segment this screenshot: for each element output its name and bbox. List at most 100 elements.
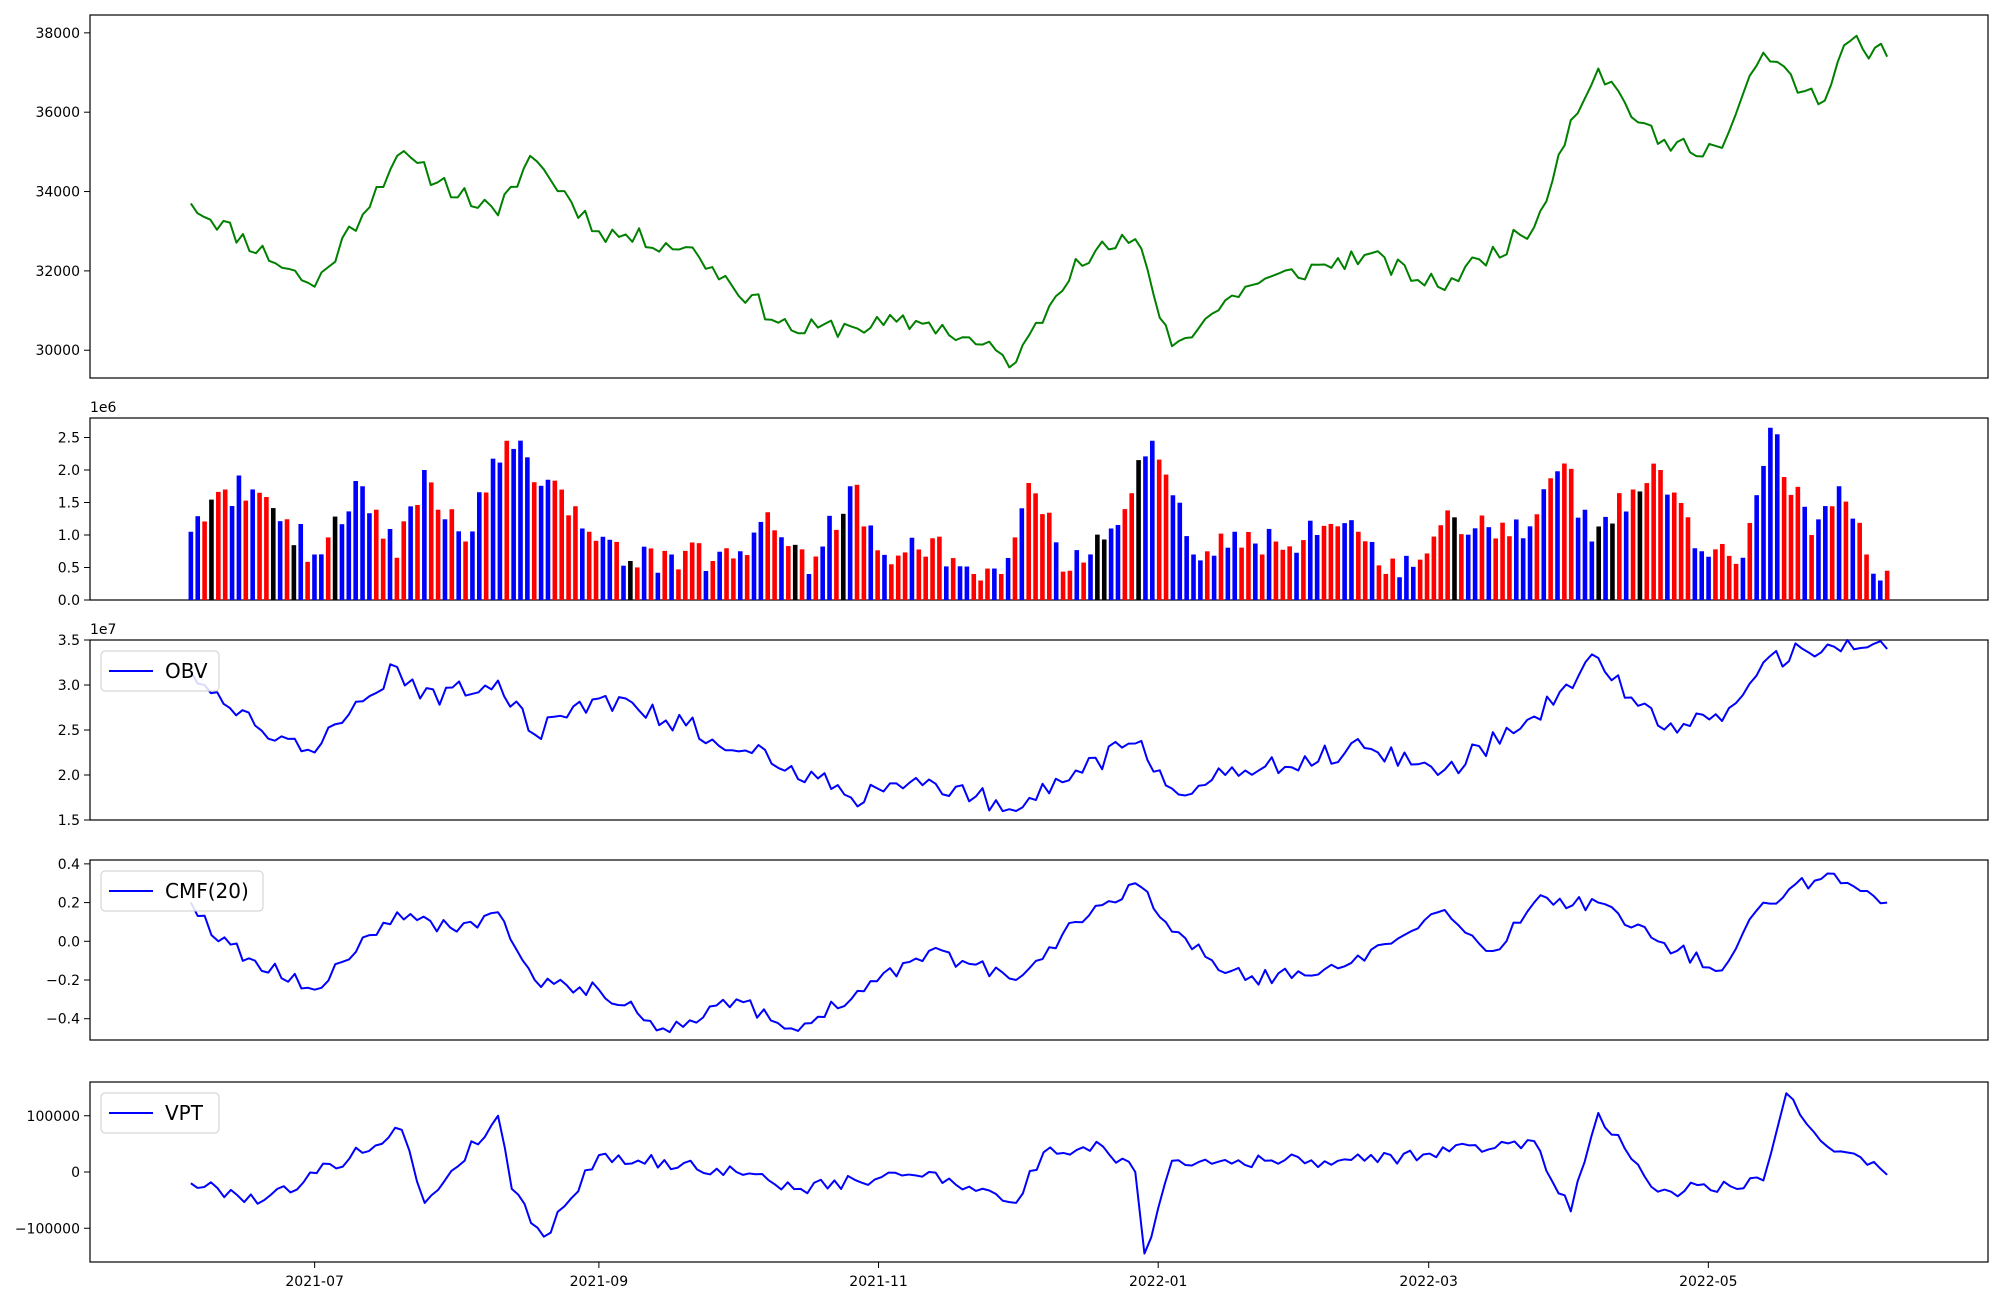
volume-bar — [525, 457, 530, 600]
volume-bar — [312, 554, 317, 600]
volume-bar — [1665, 494, 1670, 600]
volume-bar — [1424, 553, 1430, 600]
volume-bar — [696, 543, 702, 600]
volume-bar — [1459, 534, 1464, 600]
volume-bar — [772, 530, 777, 600]
volume-bar — [518, 440, 523, 600]
volume-bar — [573, 506, 578, 600]
volume-bar — [923, 556, 928, 600]
volume-bar — [380, 538, 386, 600]
volume-bar — [1198, 560, 1203, 600]
volume-bar — [937, 536, 942, 600]
y-tick-label: 100000 — [27, 1109, 80, 1125]
volume-bar — [422, 470, 427, 600]
volume-bar — [1513, 519, 1519, 600]
volume-bar — [456, 531, 461, 600]
volume-bar — [229, 506, 235, 600]
volume-bar — [806, 574, 812, 600]
y-tick-label: 0.0 — [58, 934, 80, 950]
volume-bar — [1713, 549, 1718, 600]
volume-bar — [1761, 465, 1766, 600]
volume-bar — [957, 566, 963, 600]
volume-bar — [889, 564, 894, 600]
volume-bar — [1802, 506, 1808, 600]
volume-bar — [1005, 557, 1011, 600]
legend-box — [100, 650, 220, 692]
volume-bar — [786, 546, 791, 600]
volume-bar — [1019, 508, 1025, 600]
volume-bar — [1294, 552, 1299, 600]
volume-bar — [985, 568, 990, 600]
volume-bar — [216, 491, 221, 600]
volume-bar — [586, 531, 592, 600]
x-tick-label: 2021-07 — [285, 1274, 344, 1290]
volume-bar — [1328, 523, 1334, 600]
volume-bar — [875, 550, 880, 600]
volume-bar — [1143, 456, 1148, 600]
volume-bar — [202, 521, 207, 600]
x-tick-label: 2022-03 — [1399, 1274, 1458, 1290]
volume-bar — [827, 515, 832, 600]
volume-bar — [628, 561, 633, 600]
volume-bar — [1184, 536, 1189, 600]
volume-bar — [1644, 483, 1650, 600]
volume-bar — [1314, 535, 1320, 600]
volume-bar — [1273, 541, 1279, 600]
y-tick-label: 3.5 — [58, 633, 80, 649]
volume-bar — [490, 458, 496, 600]
volume-bar — [971, 574, 977, 600]
volume-bar — [1108, 528, 1114, 600]
volume-bar — [1726, 555, 1732, 600]
axes-frame-3 — [89, 859, 1989, 1041]
volume-bar — [1438, 525, 1444, 600]
volume-bar — [1829, 506, 1835, 600]
volume-bar — [1047, 512, 1052, 600]
volume-bar — [1259, 554, 1265, 600]
volume-bar — [724, 548, 729, 600]
volume-bar — [593, 540, 599, 600]
volume-bar — [895, 555, 901, 600]
volume-bar — [744, 555, 750, 600]
y-tick-label: 3.0 — [58, 678, 80, 694]
legend-label: CMF(20) — [165, 879, 249, 903]
y-tick-label: −0.2 — [46, 973, 80, 989]
volume-bar — [1067, 570, 1073, 600]
y-tick-label: 2.0 — [58, 463, 80, 479]
volume-bar — [854, 484, 860, 600]
volume-bar — [1342, 523, 1347, 600]
volume-bar — [840, 513, 846, 600]
y-tick-label: 0.0 — [58, 593, 80, 609]
legend-label: VPT — [165, 1101, 204, 1125]
volume-bar — [1307, 520, 1313, 600]
volume-bar — [1548, 478, 1553, 600]
volume-bar — [1486, 527, 1492, 600]
volume-bar — [1074, 550, 1080, 600]
volume-bar — [1191, 554, 1196, 600]
volume-bar — [1747, 522, 1753, 600]
volume-bar — [1472, 528, 1478, 600]
volume-bar — [264, 497, 269, 600]
volume-bar — [882, 554, 887, 600]
volume-bar — [373, 509, 379, 600]
volume-bar — [1520, 538, 1526, 600]
volume-bar — [634, 567, 640, 600]
volume-bar — [1053, 542, 1059, 600]
volume-bar — [428, 482, 434, 600]
volume-bar — [676, 569, 681, 600]
x-tick-label: 2021-09 — [570, 1274, 629, 1290]
volume-bar — [1493, 538, 1498, 600]
volume-bar — [1369, 541, 1375, 600]
volume-bar — [1562, 463, 1567, 600]
volume-bar — [1362, 541, 1368, 600]
volume-bar — [470, 531, 475, 600]
volume-bar — [1163, 474, 1169, 600]
volume-bar — [1706, 556, 1711, 600]
volume-bar — [559, 489, 565, 600]
volume-bar — [270, 508, 276, 600]
volume-bar — [298, 524, 304, 600]
volume-bar — [964, 566, 970, 600]
volume-bar — [1589, 541, 1595, 600]
volume-bar — [1816, 519, 1821, 600]
volume-bar — [1033, 493, 1038, 600]
x-tick-label: 2021-11 — [849, 1274, 908, 1290]
